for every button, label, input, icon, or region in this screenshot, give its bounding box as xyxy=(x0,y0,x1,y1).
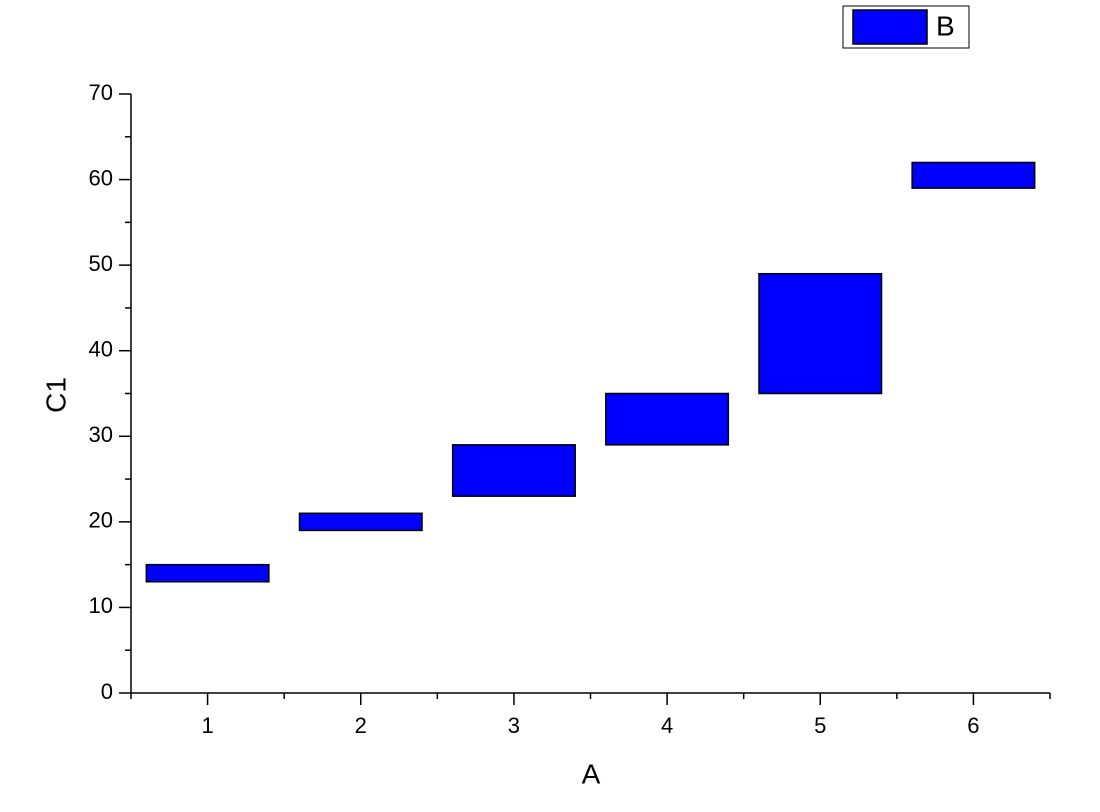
bar xyxy=(145,563,270,583)
y-tick-label: 40 xyxy=(89,337,113,362)
x-tick-label: 4 xyxy=(661,713,673,738)
y-tick-label: 10 xyxy=(89,593,113,618)
x-tick-label: 1 xyxy=(201,713,213,738)
x-tick-label: 5 xyxy=(814,713,826,738)
legend-label: B xyxy=(936,10,955,41)
y-tick-label: 60 xyxy=(89,165,113,190)
x-axis-title: A xyxy=(582,758,601,789)
x-tick-label: 2 xyxy=(355,713,367,738)
bar xyxy=(298,512,423,532)
y-tick-label: 50 xyxy=(89,251,113,276)
y-axis-title: C1 xyxy=(40,377,71,413)
bar xyxy=(605,392,730,446)
y-tick-label: 30 xyxy=(89,422,113,447)
bar xyxy=(451,444,576,497)
y-tick-label: 20 xyxy=(89,508,113,533)
x-tick-label: 3 xyxy=(508,713,520,738)
bar xyxy=(758,272,883,395)
y-tick-label: 70 xyxy=(89,80,113,105)
bar xyxy=(911,161,1036,189)
legend-swatch xyxy=(852,9,928,45)
x-tick-label: 6 xyxy=(967,713,979,738)
y-tick-label: 0 xyxy=(101,679,113,704)
